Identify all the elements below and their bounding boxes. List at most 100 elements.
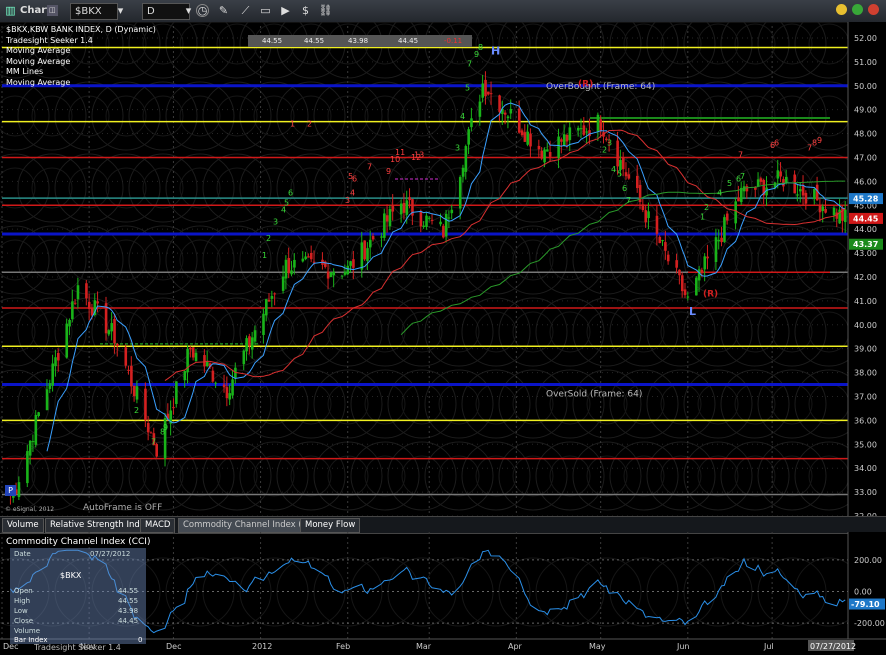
y-tick-label: 51.00	[854, 58, 877, 67]
symbol-dropdown-icon[interactable]: ▾	[117, 4, 124, 17]
draw-line-icon[interactable]: ⟋	[241, 4, 250, 17]
pencil-icon[interactable]: ✎	[218, 4, 229, 17]
chart-header-title: $BKX,KBW BANK INDEX, D (Dynamic)	[6, 25, 156, 34]
ring	[572, 441, 642, 511]
badge-p[interactable]: P	[5, 485, 16, 496]
cci-chart[interactable]: 200.00 0.00 -200.00 -79.10 Dec Nov Dec 2012 Feb M…	[0, 532, 886, 652]
legend-item[interactable]: MM Lines	[6, 67, 44, 76]
ohlc-high: 44.55	[304, 37, 325, 45]
ring	[216, 95, 258, 137]
y-tick-label: 40.00	[854, 321, 877, 330]
ring	[498, 441, 568, 511]
candle-body	[96, 301, 99, 304]
ring	[424, 153, 494, 223]
candle-body	[309, 253, 313, 260]
legend-item[interactable]: Moving Average	[6, 77, 71, 87]
legend-item[interactable]: Moving Average	[6, 56, 71, 66]
ring	[720, 369, 790, 439]
ring	[401, 95, 443, 137]
ring	[475, 239, 517, 281]
ma-fast-line	[46, 102, 846, 452]
candle-body	[183, 371, 187, 381]
ring	[535, 441, 605, 511]
candle-body	[509, 108, 513, 114]
ring	[54, 369, 124, 439]
symbol-input[interactable]: $BKX	[70, 3, 118, 20]
minimize-button[interactable]	[836, 4, 847, 15]
candle-body	[489, 93, 493, 95]
ring	[623, 239, 665, 281]
setup-count: 3	[273, 217, 278, 226]
candle-body	[28, 440, 32, 456]
ring	[202, 153, 272, 223]
setup-count: 7	[467, 60, 472, 69]
candle-body	[793, 174, 796, 194]
ring	[808, 23, 850, 65]
setup-count: 10	[390, 155, 400, 164]
candle-body	[380, 236, 383, 238]
ring	[475, 455, 517, 497]
ring	[438, 311, 480, 353]
ring	[253, 167, 295, 209]
ring	[128, 81, 198, 151]
x-tick-label: Jun	[676, 642, 690, 651]
candle-body	[706, 256, 709, 259]
price-chart[interactable]: OverBought (Frame: 64) OverSold (Frame: 6…	[0, 9, 886, 521]
ring	[512, 95, 554, 137]
link-icon[interactable]: ⛓	[318, 4, 333, 17]
legend-item[interactable]: Tradesight Seeker 1.4	[6, 35, 93, 45]
dw-row-high: High	[14, 597, 31, 605]
ring	[387, 441, 457, 511]
candle-body	[14, 489, 18, 494]
maximize-button[interactable]	[852, 4, 863, 15]
candle-body	[428, 217, 431, 219]
ring	[660, 311, 702, 353]
candle-body	[205, 361, 209, 367]
candle-body	[779, 171, 782, 177]
candle-body	[26, 451, 29, 484]
candle-body	[784, 176, 788, 183]
ring	[771, 95, 813, 137]
candle-body	[57, 352, 60, 361]
setup-count: 3	[455, 143, 460, 152]
candle-body	[189, 347, 192, 350]
data-window[interactable]: Date 07/27/2012 $BKX Open 44.55 High 44.…	[10, 548, 146, 644]
candle-body	[467, 129, 470, 145]
ring	[179, 383, 221, 425]
cci-tick-label: 0.00	[854, 588, 872, 597]
clock-icon[interactable]: ◷	[196, 4, 209, 17]
candle-body	[461, 167, 465, 177]
ring	[438, 239, 480, 281]
interval-input[interactable]: D	[142, 3, 190, 20]
current-date-tag	[808, 640, 854, 651]
rectangle-icon[interactable]: ▭	[260, 4, 271, 17]
candle-body	[312, 261, 316, 263]
x-tick-label: Dec	[166, 642, 181, 651]
candle-body	[368, 239, 372, 248]
ring	[216, 455, 258, 497]
legend-item[interactable]: Moving Average	[6, 46, 71, 55]
ring	[535, 369, 605, 439]
study-footer-name: Tradesight Seeker 1.4	[34, 643, 121, 652]
y-tick-label: 33.00	[854, 488, 877, 497]
candle-body	[408, 197, 411, 201]
ring	[771, 455, 813, 497]
candle-body	[132, 385, 136, 397]
link-badge[interactable]: ◫	[47, 5, 58, 16]
ring	[31, 95, 73, 137]
interval-dropdown-icon[interactable]: ▾	[185, 4, 192, 17]
tab-money-flow[interactable]: Money Flow	[300, 518, 361, 533]
dollar-icon[interactable]: $	[302, 4, 309, 17]
tab-volume[interactable]: Volume	[2, 518, 44, 533]
price-chart-panel[interactable]: OverBought (Frame: 64) OverSold (Frame: 6…	[0, 9, 886, 521]
candle-body	[458, 177, 462, 209]
play-icon[interactable]: ▶	[281, 4, 290, 17]
candle-body	[464, 146, 468, 172]
tab-macd[interactable]: MACD	[140, 518, 176, 533]
tab-rsi[interactable]: Relative Strength Index	[45, 518, 155, 533]
price-tag-label: 44.45	[853, 214, 879, 223]
close-button[interactable]	[868, 4, 879, 15]
cci-panel[interactable]: 200.00 0.00 -200.00 -79.10 Dec Nov Dec 2012 Feb M…	[0, 532, 886, 652]
ring	[350, 297, 420, 367]
candle-body	[520, 130, 524, 136]
